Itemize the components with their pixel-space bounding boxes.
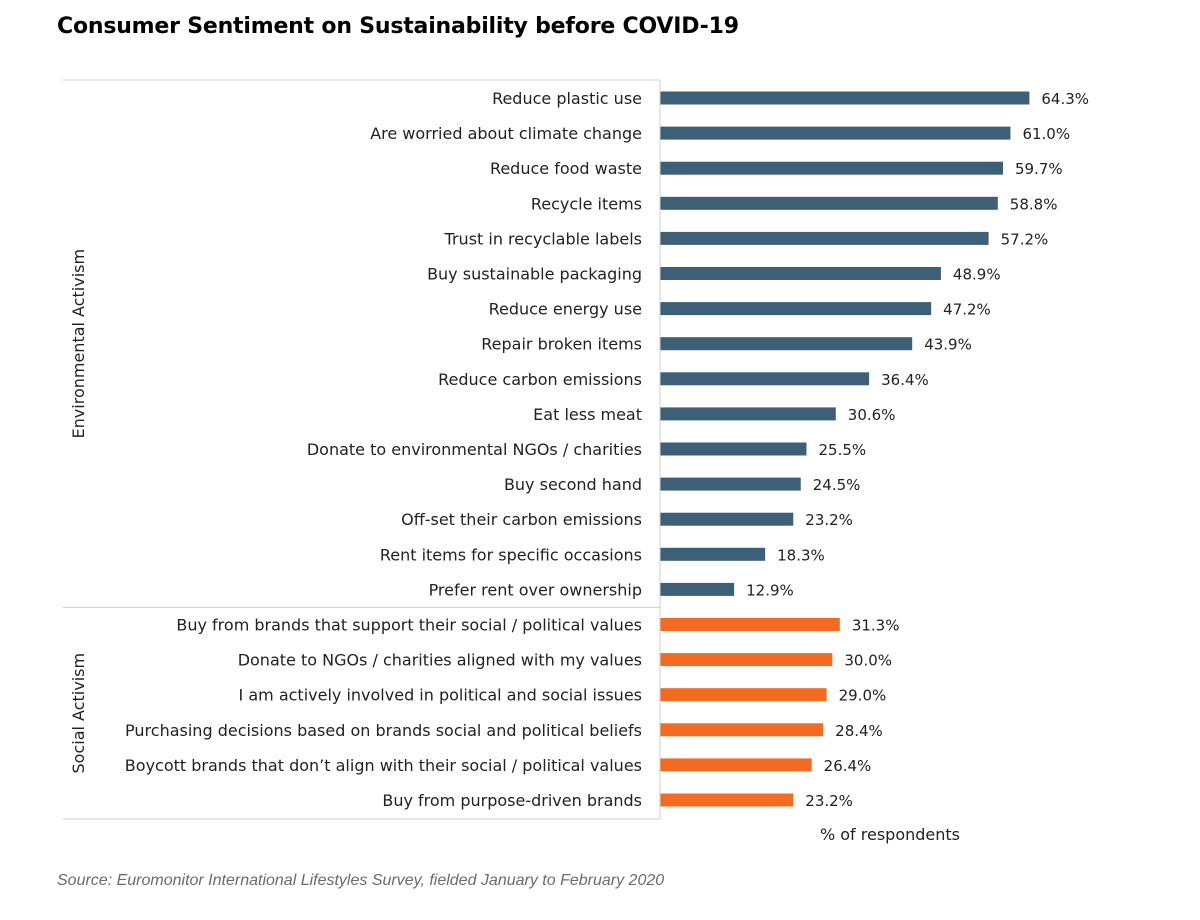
bar xyxy=(660,547,766,561)
category-label: Buy sustainable packaging xyxy=(427,265,642,284)
bar xyxy=(660,161,1003,175)
value-label: 47.2% xyxy=(943,301,991,319)
bar xyxy=(660,126,1011,140)
category-label: Purchasing decisions based on brands soc… xyxy=(125,721,642,740)
value-label: 23.2% xyxy=(805,511,853,529)
value-label: 23.2% xyxy=(805,792,853,810)
value-label: 58.8% xyxy=(1010,195,1058,213)
bar xyxy=(660,372,870,386)
value-label: 36.4% xyxy=(881,371,929,389)
category-label: Prefer rent over ownership xyxy=(429,580,642,599)
x-axis-title: % of respondents xyxy=(820,825,960,844)
bar xyxy=(660,302,932,316)
bar xyxy=(660,442,807,456)
value-label: 28.4% xyxy=(835,722,883,740)
category-label: Buy second hand xyxy=(504,475,642,494)
bar xyxy=(660,793,794,807)
bar xyxy=(660,758,812,772)
category-label: Reduce energy use xyxy=(489,300,642,319)
bar xyxy=(660,723,824,737)
value-label: 18.3% xyxy=(777,546,825,564)
category-label: Eat less meat xyxy=(533,405,642,424)
category-label: Recycle items xyxy=(531,194,642,213)
value-label: 29.0% xyxy=(839,687,887,705)
category-label: Reduce food waste xyxy=(490,159,642,178)
chart-title: Consumer Sentiment on Sustainability bef… xyxy=(57,14,739,39)
bar xyxy=(660,337,913,351)
bar xyxy=(660,91,1030,105)
category-label: Repair broken items xyxy=(481,335,642,354)
group-label: Environmental Activism xyxy=(69,249,88,439)
value-label: 59.7% xyxy=(1015,160,1063,178)
bar xyxy=(660,688,827,702)
bar xyxy=(660,477,801,491)
bar xyxy=(660,231,989,245)
group-label: Social Activism xyxy=(69,653,88,774)
value-label: 61.0% xyxy=(1022,125,1070,143)
category-label: Off-set their carbon emissions xyxy=(401,510,642,529)
category-label: Donate to environmental NGOs / charities xyxy=(307,440,642,459)
value-label: 30.0% xyxy=(844,652,892,670)
value-label: 12.9% xyxy=(746,581,794,599)
value-label: 31.3% xyxy=(852,617,900,635)
category-label: Rent items for specific occasions xyxy=(380,545,642,564)
bar xyxy=(660,407,836,421)
value-label: 43.9% xyxy=(924,336,972,354)
value-label: 64.3% xyxy=(1041,90,1089,108)
bar xyxy=(660,653,833,667)
category-label: Trust in recyclable labels xyxy=(444,229,642,248)
category-label: Buy from brands that support their socia… xyxy=(176,616,642,635)
bar xyxy=(660,267,941,280)
category-label: Boycott brands that don’t align with the… xyxy=(125,756,642,775)
bar xyxy=(660,512,794,526)
category-label: I am actively involved in political and … xyxy=(239,686,642,705)
category-label: Reduce plastic use xyxy=(492,89,642,108)
category-label: Are worried about climate change xyxy=(370,124,642,143)
value-label: 25.5% xyxy=(818,441,866,459)
bar xyxy=(660,196,998,210)
category-label: Buy from purpose-driven brands xyxy=(382,791,642,810)
value-label: 30.6% xyxy=(848,406,896,424)
value-label: 26.4% xyxy=(824,757,872,775)
value-label: 57.2% xyxy=(1001,230,1049,248)
source-note: Source: Euromonitor International Lifest… xyxy=(57,872,665,889)
value-label: 24.5% xyxy=(813,476,861,494)
value-label: 48.9% xyxy=(953,266,1001,284)
bar xyxy=(660,582,735,596)
category-label: Donate to NGOs / charities aligned with … xyxy=(238,651,642,670)
bar xyxy=(660,618,840,631)
category-label: Reduce carbon emissions xyxy=(438,370,642,389)
